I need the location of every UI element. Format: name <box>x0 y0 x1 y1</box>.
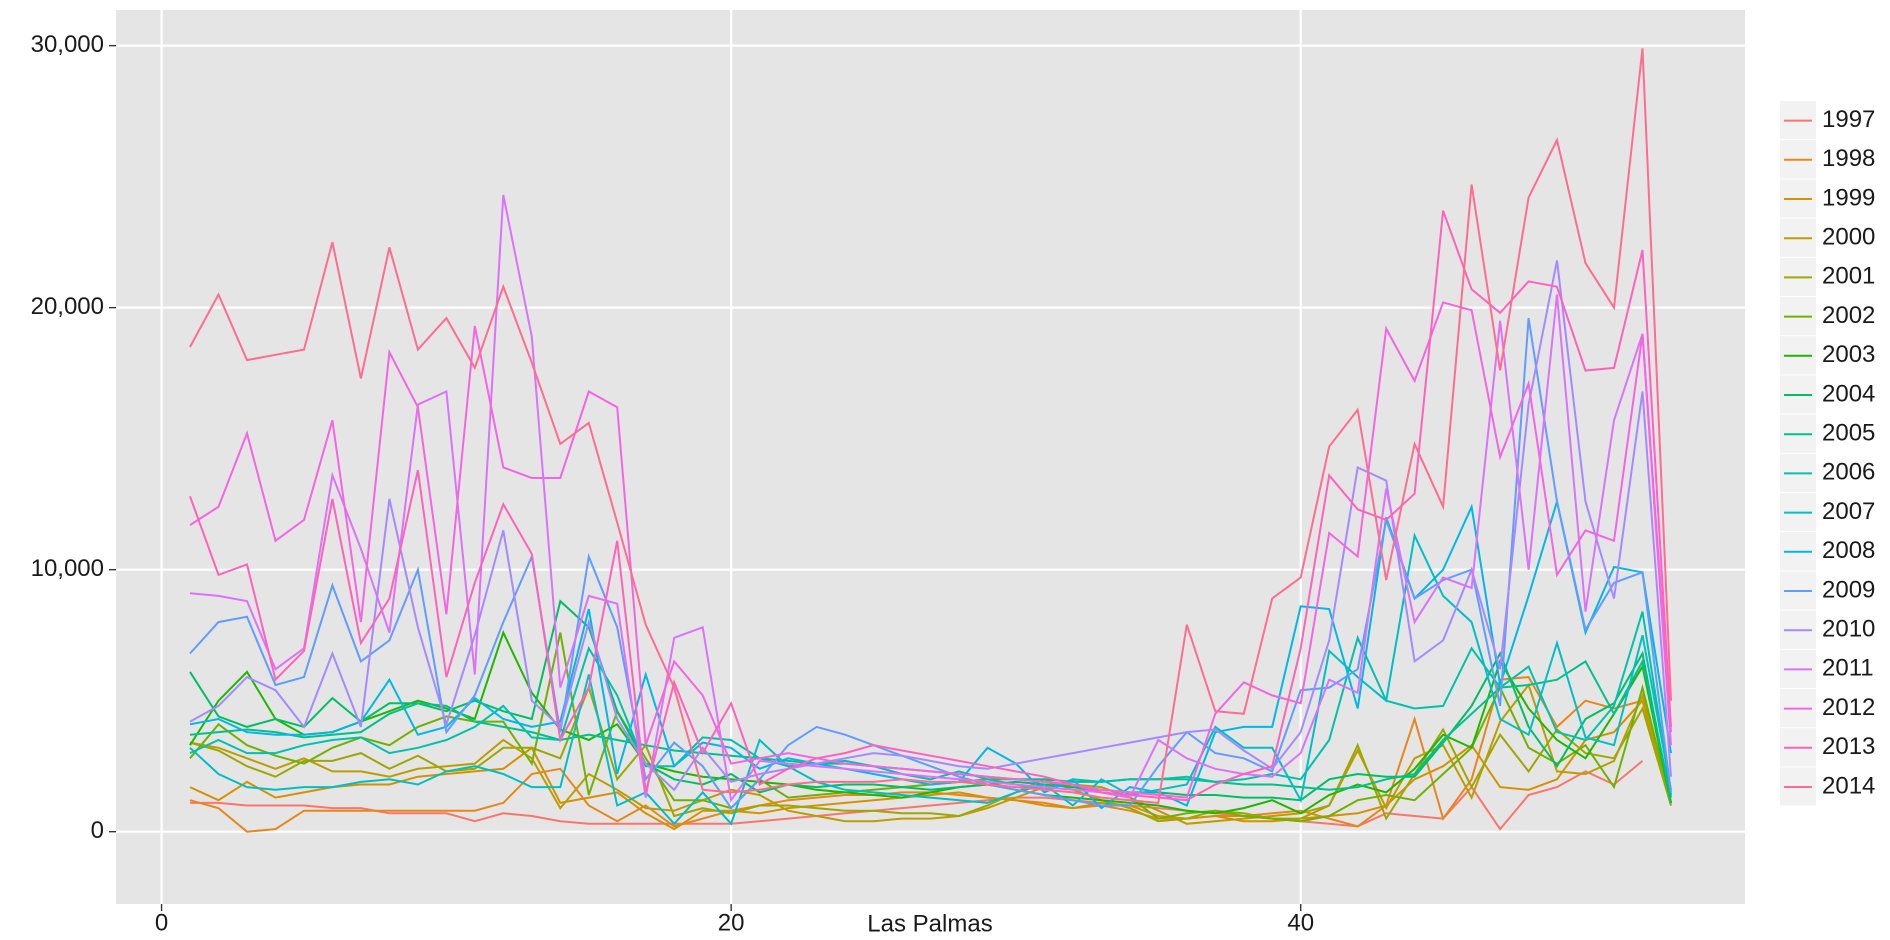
legend-label: 2000 <box>1822 224 1875 251</box>
series-line <box>189 684 1672 823</box>
series-line <box>189 317 1672 810</box>
legend-label: 2007 <box>1822 498 1875 525</box>
y-tick-label: 20,000 <box>31 293 104 320</box>
legend-label: 2011 <box>1822 655 1874 682</box>
series-line <box>189 497 1672 810</box>
series-line <box>189 532 1672 826</box>
legend-label: 2014 <box>1822 772 1875 799</box>
series-line <box>189 210 1672 802</box>
series-line <box>189 260 1672 792</box>
legend-label: 2005 <box>1822 420 1875 447</box>
series-line <box>189 599 1672 804</box>
x-tick-label: 0 <box>155 909 168 936</box>
series-line <box>189 48 1672 804</box>
legend-label: 2013 <box>1822 733 1875 760</box>
legend-label: 1998 <box>1822 145 1875 172</box>
legend-label: 1999 <box>1822 184 1875 211</box>
x-tick-label: 20 <box>718 909 745 936</box>
legend-label: 2001 <box>1822 263 1875 290</box>
legend-label: 1997 <box>1822 106 1875 133</box>
series-line <box>190 760 1644 831</box>
legend-label: 2012 <box>1822 694 1875 721</box>
legend-label: 2009 <box>1822 576 1875 603</box>
series-line <box>189 611 1672 796</box>
series-line <box>189 194 1672 803</box>
y-tick-label: 0 <box>91 817 104 844</box>
y-tick-label: 30,000 <box>31 31 104 58</box>
legend-label: 2008 <box>1822 537 1875 564</box>
x-tick-label: 40 <box>1287 909 1314 936</box>
legend-label: 2003 <box>1822 341 1875 368</box>
y-tick-label: 10,000 <box>31 555 104 582</box>
legend-label: 2006 <box>1822 459 1875 486</box>
series-line <box>189 301 1672 799</box>
legend-label: 2002 <box>1822 302 1875 329</box>
legend-label: 2004 <box>1822 380 1875 407</box>
x-axis-label: Las Palmas <box>867 910 992 937</box>
legend-label: 2010 <box>1822 616 1875 643</box>
